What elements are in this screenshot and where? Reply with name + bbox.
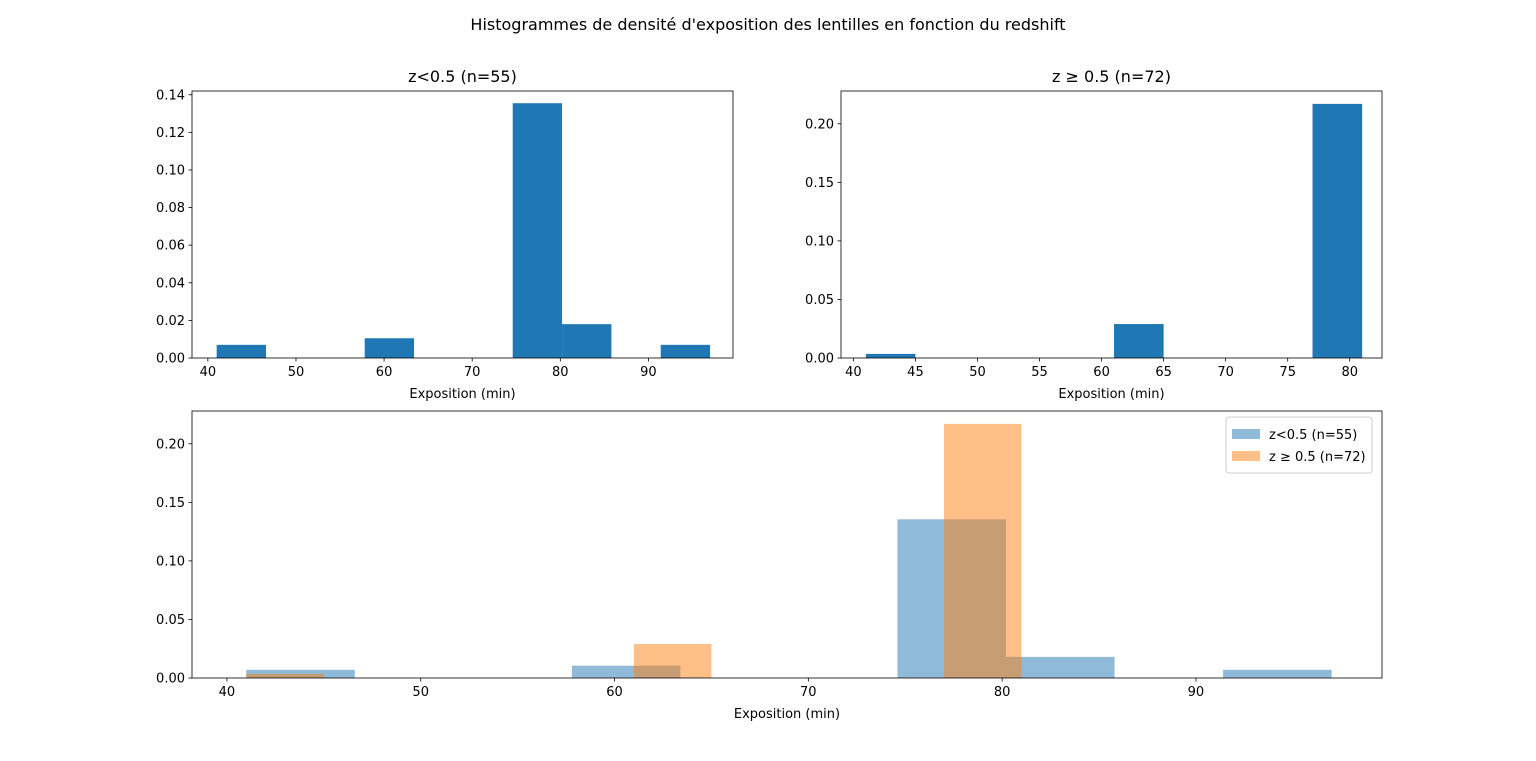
x-tick-label: 70 bbox=[464, 365, 481, 380]
legend-label: z<0.5 (n=55) bbox=[1269, 428, 1357, 443]
histogram-bar bbox=[364, 338, 415, 358]
x-tick-label: 65 bbox=[1155, 365, 1172, 380]
histogram-bar bbox=[562, 324, 612, 358]
x-tick-label: 50 bbox=[288, 365, 305, 380]
x-tick-label: 70 bbox=[800, 685, 817, 700]
y-tick-label: 0.20 bbox=[156, 437, 185, 452]
x-axis-label: Exposition (min) bbox=[1058, 387, 1164, 402]
axes-frame bbox=[191, 410, 1383, 679]
histogram-bar bbox=[1223, 669, 1332, 678]
histogram-bar bbox=[216, 344, 267, 358]
x-tick-label: 80 bbox=[1341, 365, 1358, 380]
x-tick-label: 80 bbox=[552, 365, 569, 380]
y-tick-label: 0.20 bbox=[805, 117, 834, 132]
histogram-bar bbox=[660, 344, 711, 358]
histogram-bar bbox=[1006, 656, 1115, 678]
x-tick-label: 45 bbox=[907, 365, 924, 380]
legend-box bbox=[1225, 416, 1373, 474]
histogram-bar bbox=[512, 103, 563, 358]
x-tick-label: 60 bbox=[376, 365, 393, 380]
x-tick-label: 60 bbox=[606, 685, 623, 700]
histogram-bar bbox=[633, 644, 712, 678]
y-tick-label: 0.05 bbox=[156, 613, 185, 628]
y-tick-label: 0.00 bbox=[156, 352, 185, 367]
histogram-bar bbox=[943, 423, 1022, 678]
axes-frame bbox=[840, 90, 1383, 359]
x-tick-label: 40 bbox=[219, 685, 236, 700]
panel-low-redshift: 40 50 60 70 80 90 0.00 0.02 0.04 0.06 0.08 0.10 0.12… bbox=[156, 67, 734, 402]
x-tick-label: 50 bbox=[969, 365, 986, 380]
x-tick-label: 60 bbox=[1093, 365, 1110, 380]
x-tick-label: 55 bbox=[1031, 365, 1048, 380]
y-tick-label: 0.05 bbox=[805, 293, 834, 308]
y-tick-label: 0.14 bbox=[156, 88, 185, 103]
x-tick-label: 90 bbox=[640, 365, 657, 380]
x-tick-label: 90 bbox=[1188, 685, 1205, 700]
y-tick-label: 0.12 bbox=[156, 126, 185, 141]
x-axis-label: Exposition (min) bbox=[409, 387, 515, 402]
x-tick-label: 70 bbox=[1217, 365, 1234, 380]
x-tick-label: 40 bbox=[845, 365, 862, 380]
y-tick-label: 0.10 bbox=[156, 163, 185, 178]
histogram-bar bbox=[1113, 324, 1164, 358]
y-tick-label: 0.00 bbox=[805, 352, 834, 367]
y-tick-label: 0.06 bbox=[156, 239, 185, 254]
y-tick-label: 0.00 bbox=[156, 672, 185, 687]
legend-swatch bbox=[1232, 429, 1260, 439]
y-tick-label: 0.10 bbox=[805, 234, 834, 249]
axes-frame bbox=[191, 90, 734, 359]
x-axis-label: Exposition (min) bbox=[734, 707, 840, 722]
figure-suptitle: Histogrammes de densité d'exposition des… bbox=[470, 15, 1065, 34]
panel-combined: 40 50 60 70 80 90 0.00 0.05 0.10 0.15 0.20 Expositi… bbox=[156, 410, 1383, 722]
x-tick-label: 50 bbox=[412, 685, 429, 700]
legend-swatch bbox=[1232, 451, 1260, 461]
y-tick-label: 0.15 bbox=[805, 176, 834, 191]
y-tick-label: 0.08 bbox=[156, 201, 185, 216]
histogram-bar bbox=[246, 673, 324, 678]
x-tick-label: 80 bbox=[994, 685, 1011, 700]
axes-title: z<0.5 (n=55) bbox=[408, 67, 517, 86]
panel-high-redshift: 40 45 50 55 60 65 70 75 80 0.00 0.05 0.10 0.15 0.20 z … bbox=[805, 67, 1383, 402]
y-tick-label: 0.02 bbox=[156, 314, 185, 329]
histogram-bar bbox=[865, 353, 916, 358]
histogram-bar bbox=[1312, 103, 1363, 358]
x-tick-label: 75 bbox=[1279, 365, 1296, 380]
y-tick-label: 0.04 bbox=[156, 276, 185, 291]
axes-title: z ≥ 0.5 (n=72) bbox=[1052, 67, 1171, 86]
y-tick-label: 0.15 bbox=[156, 496, 185, 511]
x-tick-label: 40 bbox=[200, 365, 217, 380]
legend-label: z ≥ 0.5 (n=72) bbox=[1269, 450, 1366, 465]
y-tick-label: 0.10 bbox=[156, 554, 185, 569]
